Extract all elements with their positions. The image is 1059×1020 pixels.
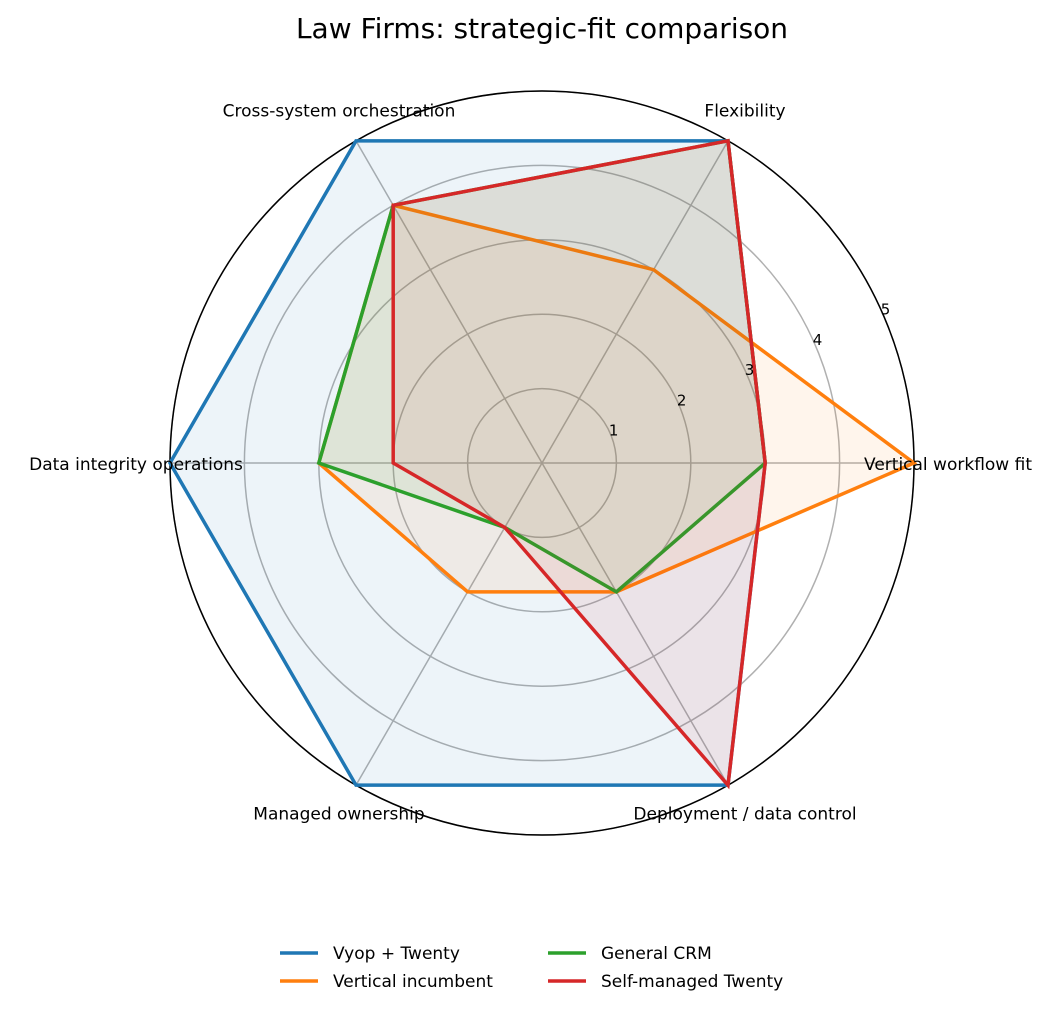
chart-title: Law Firms: strategic-fit comparison <box>296 12 788 45</box>
spoke <box>355 140 543 464</box>
category-label: Cross-system orchestration <box>223 101 456 121</box>
legend-label: Vertical incumbent <box>333 972 493 992</box>
r-tick-label: 4 <box>813 331 823 349</box>
category-label: Managed ownership <box>253 805 424 825</box>
legend-label: Self-managed Twenty <box>601 972 783 992</box>
category-label: Vertical workflow fit <box>864 455 1032 475</box>
category-label: Deployment / data control <box>633 805 856 825</box>
legend-label: General CRM <box>601 944 712 964</box>
r-tick-label: 2 <box>677 391 687 409</box>
spoke <box>541 462 729 786</box>
spoke <box>541 140 729 464</box>
category-label: Flexibility <box>704 101 785 121</box>
r-tick-label: 1 <box>609 422 619 440</box>
spoke <box>355 462 543 786</box>
legend-label: Vyop + Twenty <box>333 944 460 964</box>
series-line <box>391 138 767 790</box>
r-tick-label: 5 <box>881 301 891 319</box>
category-label: Data integrity operations <box>29 455 243 475</box>
r-tick-label: 3 <box>745 361 755 379</box>
